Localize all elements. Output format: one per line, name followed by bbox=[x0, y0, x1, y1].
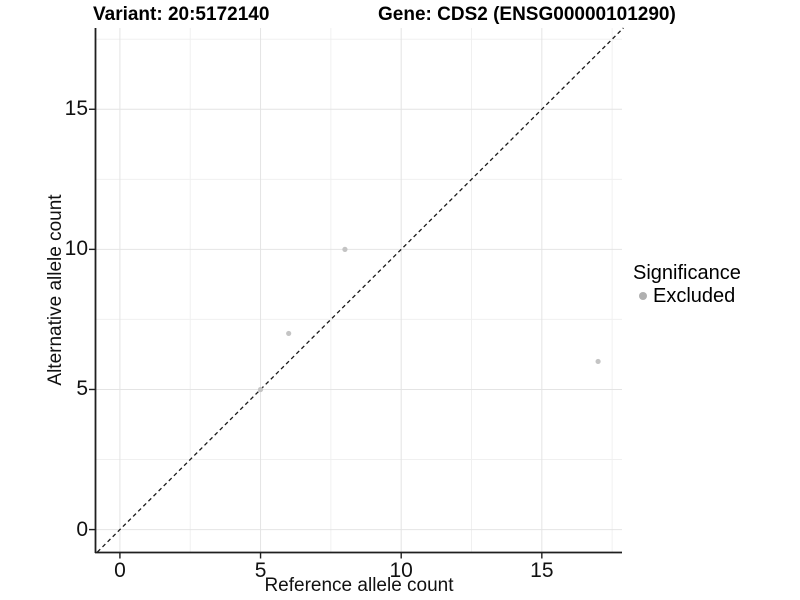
x-tick-label: 5 bbox=[254, 559, 267, 582]
x-tick-label: 0 bbox=[114, 559, 126, 582]
y-tick-label: 5 bbox=[76, 377, 88, 401]
data-point bbox=[342, 246, 348, 252]
legend: Significance Excluded bbox=[633, 262, 741, 307]
data-point bbox=[286, 330, 292, 337]
x-tick-label: 10 bbox=[389, 559, 413, 582]
x-tick-label: 15 bbox=[530, 559, 554, 582]
data-point bbox=[595, 358, 601, 365]
legend-entry-label: Excluded bbox=[653, 285, 736, 307]
data-point bbox=[257, 386, 264, 393]
y-tick-label: 0 bbox=[76, 517, 88, 541]
y-tick-label: 10 bbox=[64, 237, 88, 261]
legend-entry-excluded: Excluded bbox=[633, 285, 741, 307]
identity-dashed-line bbox=[96, 27, 624, 553]
legend-title: Significance bbox=[633, 262, 741, 284]
variant-title: Variant: 20:5172140 bbox=[93, 4, 270, 25]
y-tick-label: 15 bbox=[64, 97, 88, 121]
y-axis-title: Alternative allele count bbox=[45, 194, 66, 386]
gene-title: Gene: CDS2 (ENSG00000101290) bbox=[378, 4, 676, 25]
excluded-point-icon bbox=[639, 292, 647, 300]
x-axis-title: Reference allele count bbox=[264, 575, 454, 596]
